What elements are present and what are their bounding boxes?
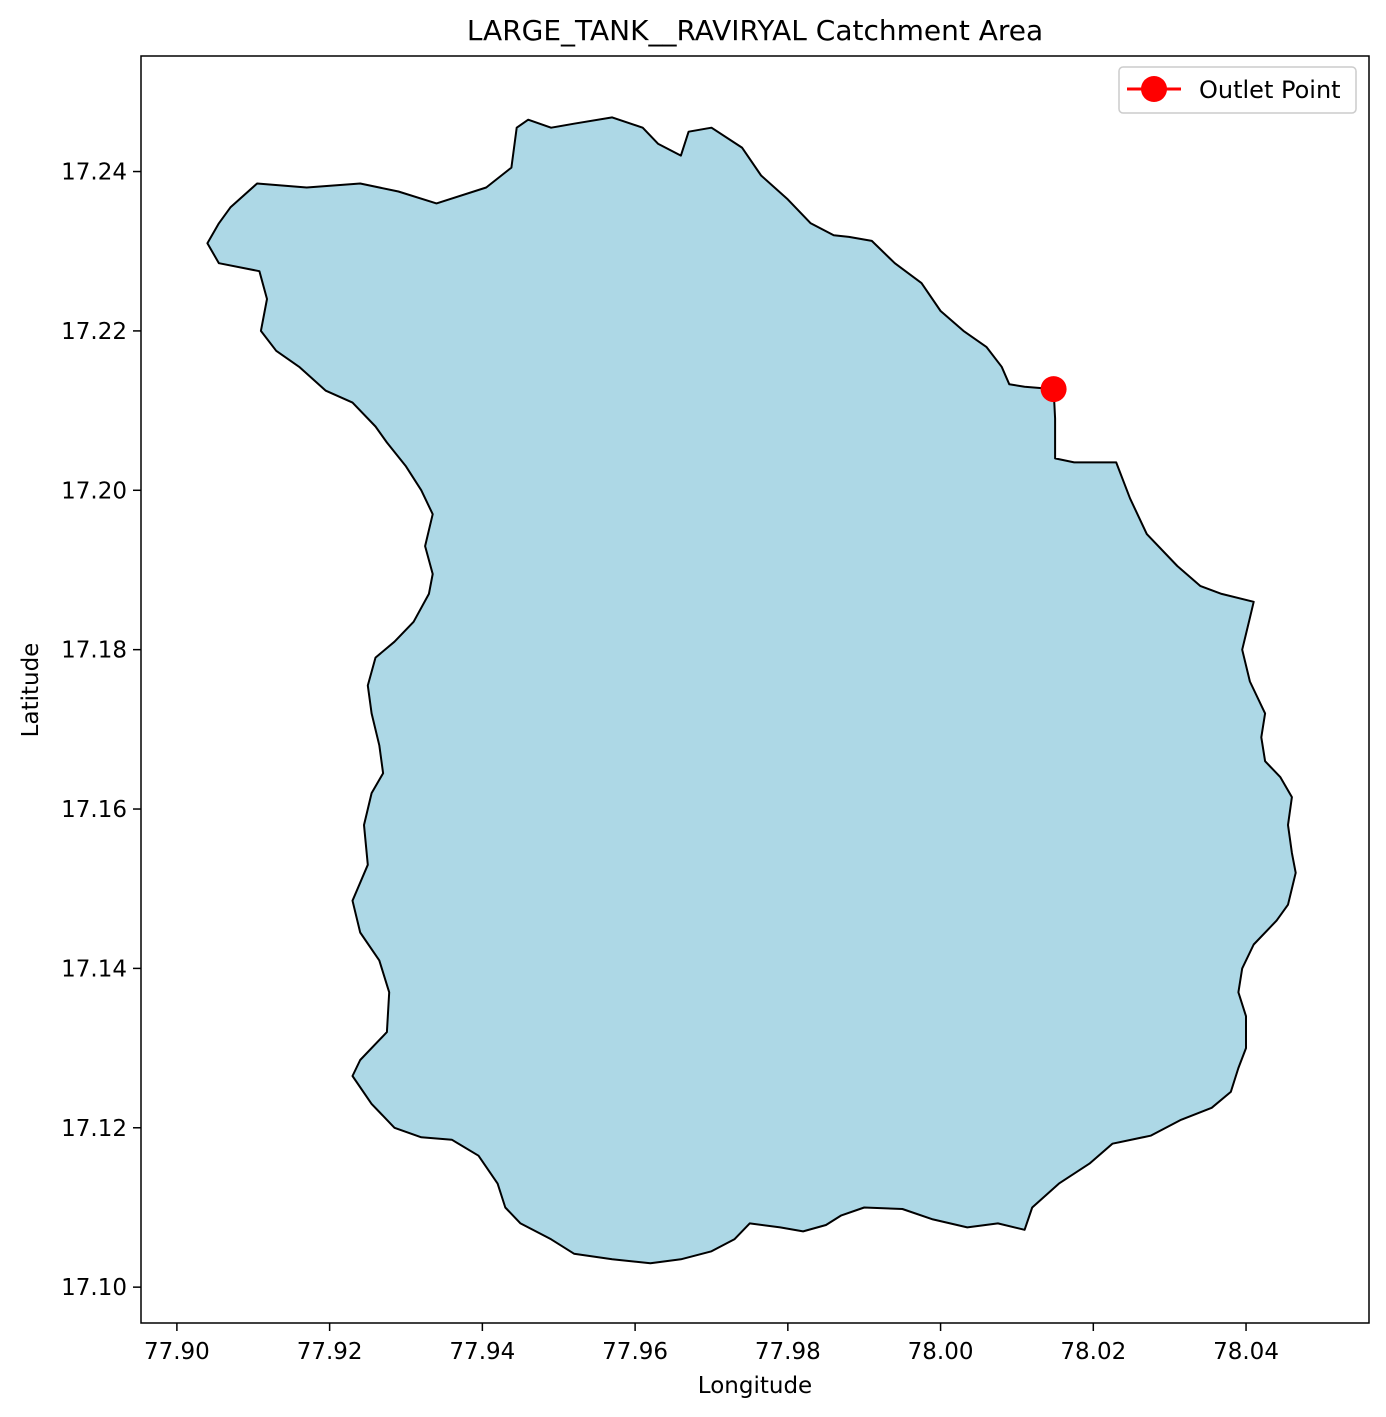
y-tick-label: 17.24: [61, 160, 127, 186]
x-tick-label: 77.94: [449, 1339, 515, 1365]
x-axis-ticks: 77.90 77.92 77.94 77.96 77.98 78.00 78.02 78.04: [144, 1323, 1279, 1365]
x-tick-label: 77.98: [755, 1339, 821, 1365]
legend-outlet-marker: [1141, 76, 1167, 102]
y-axis-label: Latitude: [18, 643, 44, 738]
legend-box: [1118, 66, 1357, 114]
x-tick-label: 78.00: [908, 1339, 974, 1365]
y-tick-label: 17.18: [61, 638, 127, 664]
y-tick-label: 17.16: [61, 797, 127, 823]
legend: Outlet Point: [1118, 66, 1357, 114]
axes-frame: [140, 55, 1370, 1324]
catchment-polygon: [206, 116, 1297, 1265]
y-tick-label: 17.22: [61, 319, 127, 345]
legend-outlet-label: Outlet Point: [1199, 76, 1341, 104]
y-tick-label: 17.20: [61, 478, 127, 504]
x-tick-label: 77.90: [144, 1339, 210, 1365]
y-tick-label: 17.14: [61, 956, 127, 982]
y-tick-label: 17.12: [61, 1116, 127, 1142]
x-tick-label: 78.02: [1060, 1339, 1126, 1365]
y-axis-ticks: 17.10 17.12 17.14 17.16 17.18 17.20 17.22 17.24: [61, 160, 141, 1301]
plot-area: [206, 116, 1297, 1265]
chart-title: LARGE_TANK__RAVIRYAL Catchment Area: [467, 14, 1043, 47]
x-tick-label: 78.04: [1213, 1339, 1279, 1365]
x-tick-label: 77.96: [602, 1339, 668, 1365]
x-tick-label: 77.92: [297, 1339, 363, 1365]
y-tick-label: 17.10: [61, 1275, 127, 1301]
outlet-point-marker: [1040, 376, 1067, 403]
x-axis-label: Longitude: [698, 1373, 812, 1399]
